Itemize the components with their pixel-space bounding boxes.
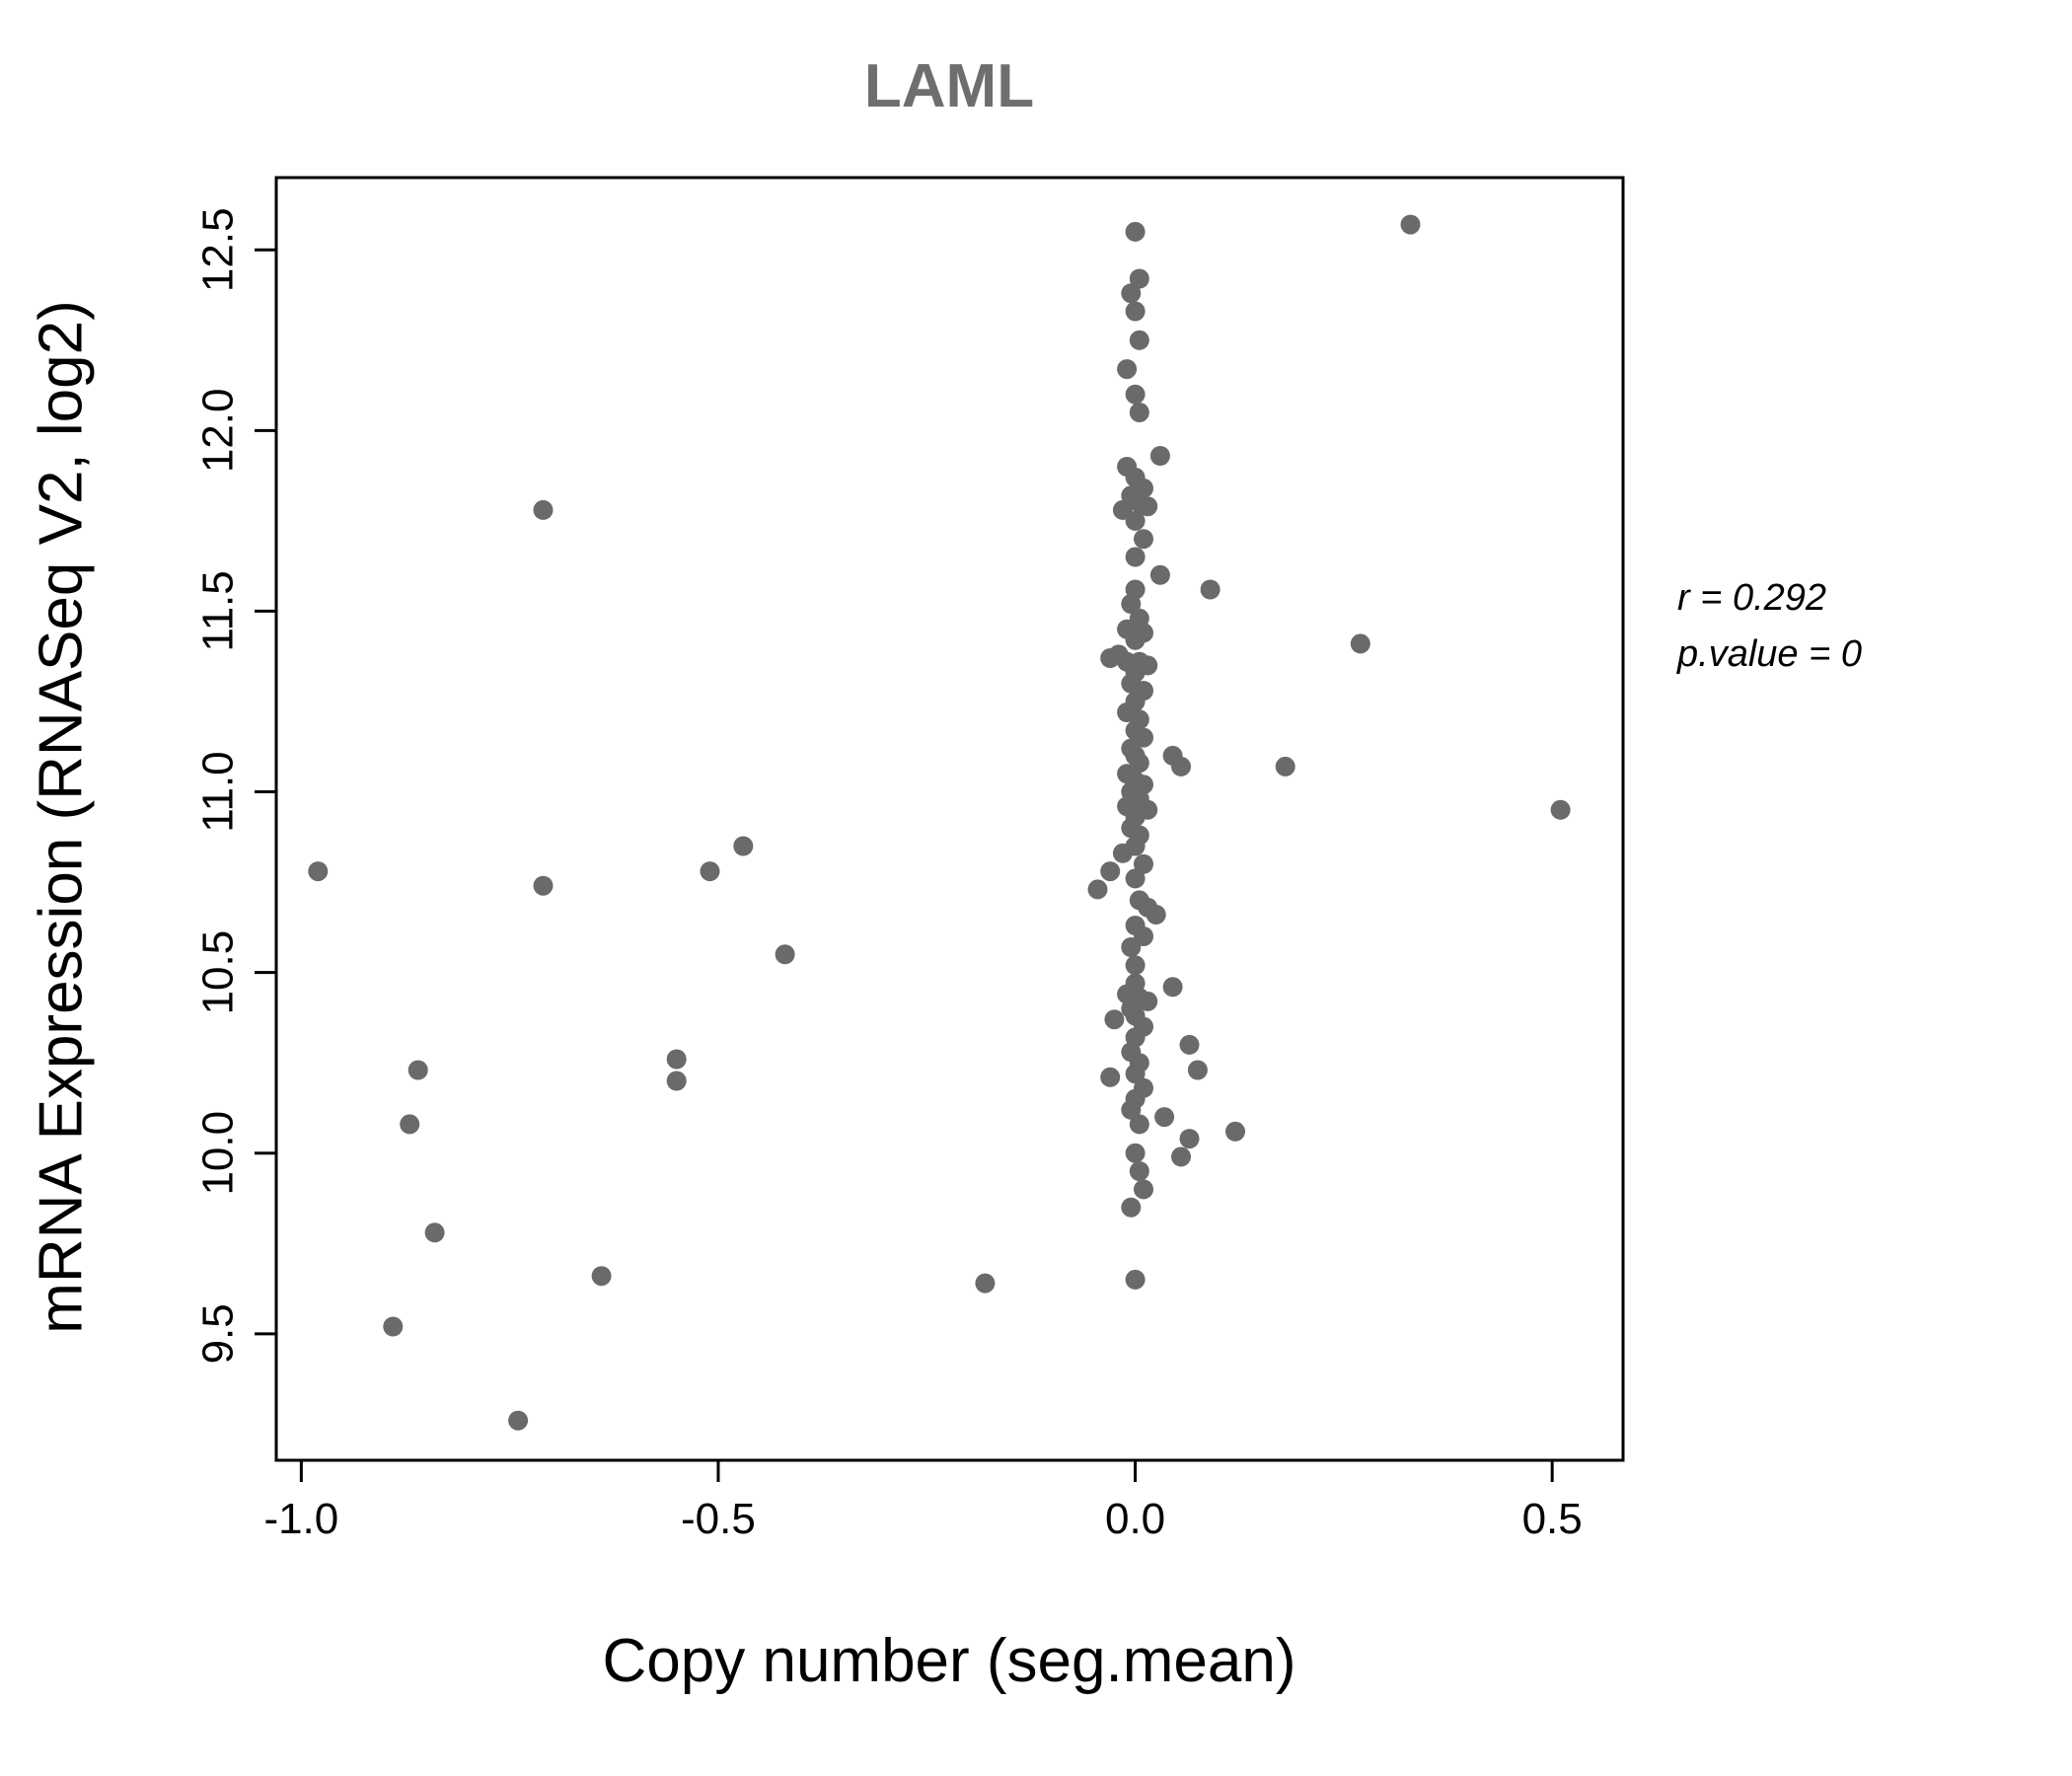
data-point	[1125, 547, 1146, 567]
data-point	[1146, 905, 1166, 925]
data-point	[1179, 1129, 1200, 1149]
data-point	[1121, 1099, 1142, 1120]
data-point	[1117, 359, 1138, 380]
data-point	[308, 861, 329, 882]
data-point	[1125, 384, 1146, 405]
data-point	[1200, 579, 1221, 600]
data-point	[424, 1222, 445, 1243]
data-point	[700, 861, 720, 882]
plot-border	[274, 176, 1625, 1462]
data-point	[1125, 868, 1146, 889]
r-value-text: r = 0.292	[1677, 577, 1827, 619]
y-tick-label: 10.0	[194, 1111, 243, 1196]
data-point	[1225, 1121, 1245, 1142]
data-point	[1171, 1147, 1191, 1167]
data-point	[1129, 1161, 1149, 1181]
data-point	[1121, 1197, 1142, 1218]
data-point	[1134, 853, 1153, 874]
data-point	[1125, 629, 1146, 650]
data-point	[1087, 879, 1108, 900]
x-tick-label: 0.0	[1105, 1495, 1165, 1543]
data-point	[1138, 496, 1158, 517]
data-point	[1129, 268, 1149, 289]
data-point	[1121, 937, 1142, 957]
data-point	[1134, 529, 1153, 550]
data-point	[975, 1273, 996, 1294]
y-tick-label: 11.5	[194, 570, 243, 651]
data-point	[1121, 594, 1142, 615]
x-tick-label: -1.0	[263, 1495, 338, 1543]
data-point	[508, 1410, 529, 1431]
data-point	[1149, 564, 1170, 585]
y-tick-label: 9.5	[194, 1303, 243, 1364]
data-point	[1129, 1114, 1149, 1135]
y-tick-label: 12.5	[194, 207, 243, 292]
data-point	[1129, 403, 1149, 422]
data-point	[733, 836, 754, 856]
data-point	[1125, 510, 1146, 531]
data-point	[1134, 1179, 1153, 1200]
data-point	[1121, 283, 1142, 304]
data-point	[775, 944, 795, 965]
data-point	[1100, 1067, 1121, 1087]
data-point	[1400, 214, 1421, 235]
data-point	[1162, 745, 1183, 766]
data-point	[1179, 1034, 1200, 1055]
data-point	[1125, 1269, 1146, 1290]
data-point	[1125, 955, 1146, 976]
data-point	[1550, 799, 1571, 820]
x-tick-label: -0.5	[681, 1495, 756, 1543]
data-point	[400, 1114, 420, 1135]
data-point	[533, 875, 554, 896]
p-value-text: p.value = 0	[1677, 633, 1862, 675]
data-point	[533, 499, 554, 520]
data-point	[1154, 1107, 1175, 1128]
data-point	[1149, 446, 1170, 466]
x-tick-label: 0.5	[1522, 1495, 1583, 1543]
data-point	[1275, 756, 1295, 777]
data-point	[1125, 1064, 1146, 1084]
data-point	[1125, 221, 1146, 242]
data-point	[1138, 991, 1158, 1011]
data-point	[1100, 648, 1121, 668]
data-point	[407, 1060, 428, 1080]
correlation-annotation: r = 0.292 p.value = 0	[1677, 570, 1862, 683]
y-tick-label: 10.5	[194, 930, 243, 1015]
data-point	[666, 1049, 687, 1070]
data-point	[1187, 1060, 1208, 1080]
data-point	[1100, 861, 1121, 882]
data-point	[666, 1071, 687, 1091]
data-point	[1112, 843, 1133, 863]
y-tick-label: 12.0	[194, 389, 243, 474]
data-point	[1162, 977, 1183, 998]
data-point	[1125, 1143, 1146, 1163]
data-point	[1104, 1009, 1125, 1030]
chart-title: LAML	[863, 52, 1035, 120]
y-tick-label: 11.0	[194, 751, 243, 832]
data-point	[591, 1266, 612, 1287]
data-point	[1125, 301, 1146, 322]
x-axis-label: Copy number (seg.mean)	[602, 1627, 1296, 1695]
data-point	[1350, 633, 1370, 654]
y-axis-label: mRNA Expression (RNASeq V2, log2)	[27, 300, 96, 1334]
data-point	[383, 1316, 404, 1337]
data-point	[1129, 330, 1149, 350]
